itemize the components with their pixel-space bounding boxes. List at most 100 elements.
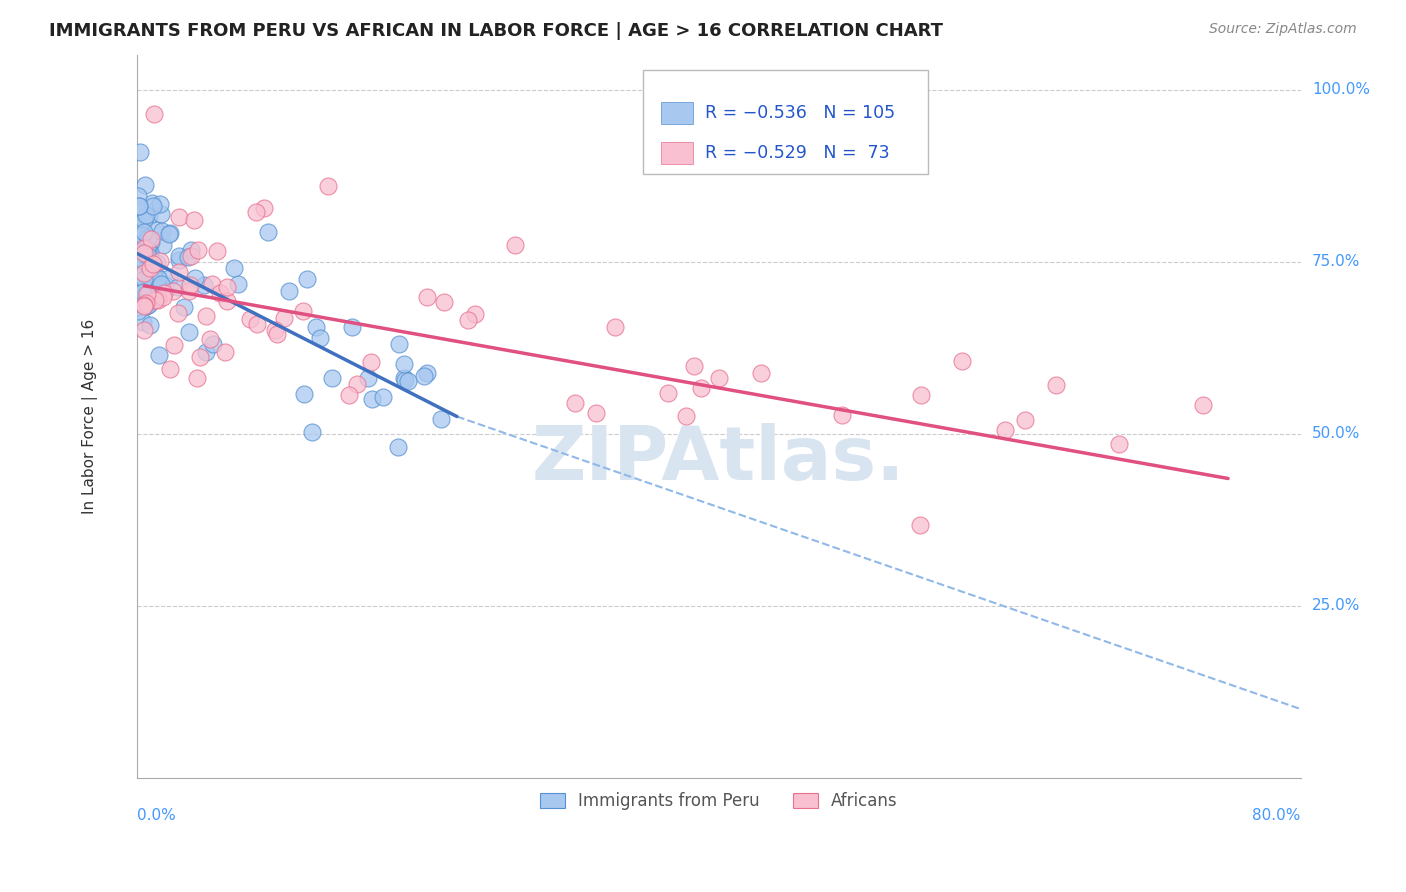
Point xyxy=(187,244,209,258)
Point xyxy=(148,349,170,363)
Point xyxy=(173,300,195,314)
Point xyxy=(136,298,159,312)
Point xyxy=(198,332,221,346)
Point xyxy=(167,249,190,263)
Point xyxy=(176,251,198,265)
Point xyxy=(308,330,330,344)
Point xyxy=(457,312,479,326)
Point xyxy=(360,392,382,406)
Point xyxy=(134,241,156,255)
Point xyxy=(749,367,772,381)
Point xyxy=(134,246,156,260)
Text: Source: ZipAtlas.com: Source: ZipAtlas.com xyxy=(1209,22,1357,37)
Point xyxy=(134,291,156,305)
Point xyxy=(392,357,415,371)
Point xyxy=(162,284,184,298)
Point xyxy=(134,212,156,227)
Point xyxy=(138,209,160,223)
Point xyxy=(392,370,415,384)
Point xyxy=(127,236,149,251)
Point xyxy=(179,277,201,292)
Point xyxy=(157,227,180,241)
Point xyxy=(264,323,287,337)
Point xyxy=(153,285,176,300)
Point xyxy=(148,281,170,295)
Legend: Immigrants from Peru, Africans: Immigrants from Peru, Africans xyxy=(533,785,904,816)
Text: 100.0%: 100.0% xyxy=(1312,82,1369,97)
Point xyxy=(184,271,207,285)
Point xyxy=(301,425,323,439)
Point xyxy=(128,285,150,299)
Point xyxy=(657,386,679,401)
Point xyxy=(396,375,419,389)
Point xyxy=(129,247,152,261)
Point xyxy=(132,231,155,245)
Point xyxy=(142,264,165,278)
Point xyxy=(149,253,172,268)
Point xyxy=(143,293,166,308)
Point xyxy=(128,296,150,310)
Point xyxy=(134,298,156,312)
Point xyxy=(292,387,315,401)
Point xyxy=(564,396,586,410)
Point xyxy=(135,295,157,310)
Point xyxy=(136,271,159,285)
Point xyxy=(605,319,627,334)
Point xyxy=(143,106,166,120)
Point xyxy=(139,269,162,284)
Point xyxy=(318,179,340,194)
Point xyxy=(707,371,730,385)
Point xyxy=(433,295,456,310)
Point xyxy=(139,278,162,293)
Point xyxy=(135,208,157,222)
Point xyxy=(146,256,169,270)
Point xyxy=(136,240,159,254)
Point xyxy=(464,308,486,322)
Point xyxy=(273,311,295,326)
Text: 50.0%: 50.0% xyxy=(1312,426,1360,442)
Point xyxy=(145,291,167,305)
Point xyxy=(159,362,181,376)
Point xyxy=(321,371,343,385)
Point xyxy=(200,277,222,291)
Point xyxy=(167,279,190,293)
Point xyxy=(138,259,160,273)
Point xyxy=(416,290,439,304)
Point xyxy=(134,178,156,193)
Point xyxy=(136,260,159,274)
Point xyxy=(131,227,153,242)
Point xyxy=(952,354,974,368)
Point xyxy=(127,233,149,247)
Point xyxy=(179,284,201,298)
Point xyxy=(194,344,217,359)
Point xyxy=(266,326,288,341)
Point xyxy=(253,201,276,215)
Point xyxy=(131,223,153,237)
Point xyxy=(188,350,211,364)
Point xyxy=(135,285,157,299)
Point xyxy=(208,286,231,301)
Point xyxy=(145,269,167,284)
Point xyxy=(207,244,229,259)
Point xyxy=(139,261,162,276)
Point xyxy=(416,366,439,380)
Point xyxy=(127,188,149,202)
Point xyxy=(128,199,150,213)
Text: 75.0%: 75.0% xyxy=(1312,254,1360,269)
Point xyxy=(148,293,170,308)
Point xyxy=(167,253,190,268)
Point xyxy=(132,285,155,300)
Point xyxy=(183,213,205,227)
Point xyxy=(215,280,238,294)
Point xyxy=(149,277,172,291)
Point xyxy=(146,271,169,285)
Point xyxy=(388,336,411,351)
Point xyxy=(150,207,173,221)
Point xyxy=(202,336,225,351)
Point xyxy=(138,297,160,311)
Text: IMMIGRANTS FROM PERU VS AFRICAN IN LABOR FORCE | AGE > 16 CORRELATION CHART: IMMIGRANTS FROM PERU VS AFRICAN IN LABOR… xyxy=(49,22,943,40)
Point xyxy=(346,377,368,392)
Point xyxy=(371,390,394,404)
Point xyxy=(138,248,160,262)
Point xyxy=(134,266,156,280)
